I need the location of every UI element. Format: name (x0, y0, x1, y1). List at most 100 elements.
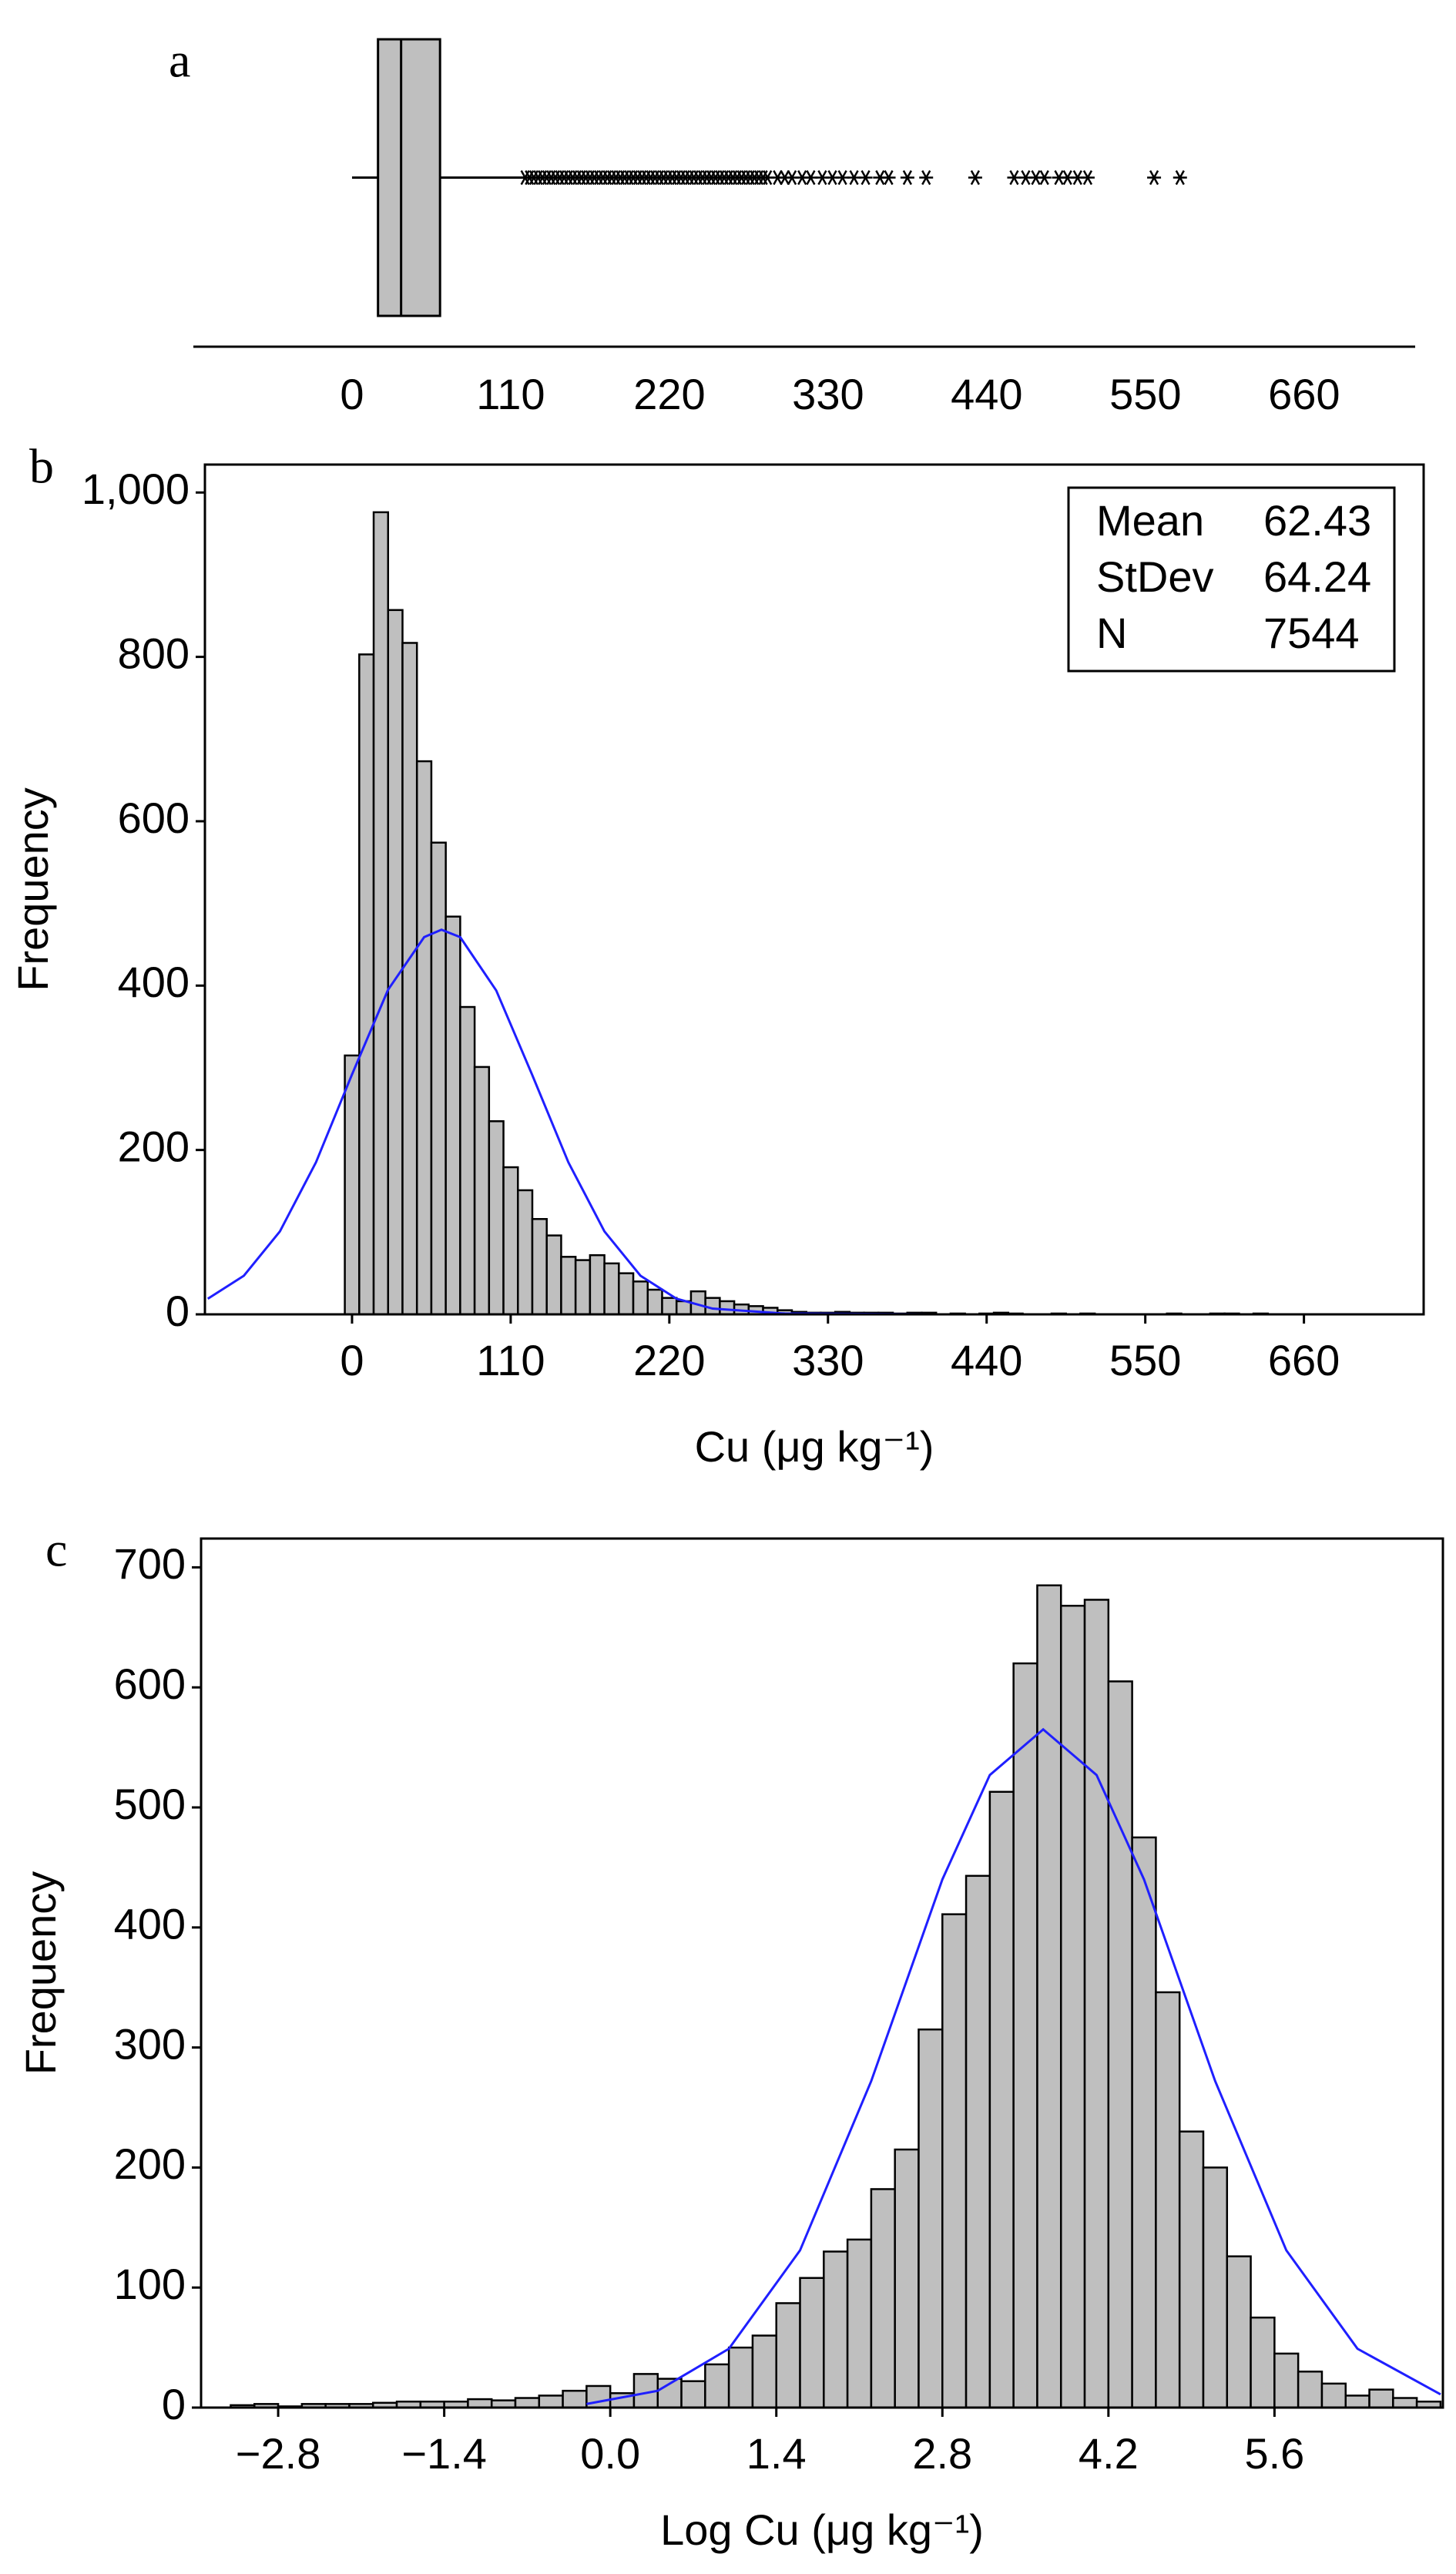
bar (1250, 2316, 1276, 2409)
bar (646, 1288, 663, 1316)
bar (1392, 2397, 1418, 2409)
bar (918, 2028, 944, 2409)
bar (560, 1256, 577, 1316)
x-tick-label: 1.4 (746, 2429, 807, 2478)
outlier (1080, 169, 1095, 186)
x-tick-label: 330 (792, 1336, 864, 1384)
outlier (881, 169, 896, 186)
normal-curve (206, 928, 1424, 1316)
x-tick-label: 440 (951, 370, 1022, 418)
bar (680, 2380, 706, 2409)
panel-label: a (169, 33, 190, 88)
bar (1155, 1991, 1181, 2409)
stats-value: 62.43 (1263, 496, 1371, 545)
bar (1297, 2371, 1323, 2409)
stats-value: 7544 (1263, 609, 1360, 657)
bar (1273, 2352, 1300, 2409)
y-tick-label: 600 (118, 794, 190, 842)
bar (751, 2334, 777, 2409)
bar (1226, 2255, 1252, 2409)
x-tick-label: −1.4 (401, 2429, 487, 2478)
bar (1012, 1662, 1038, 2409)
bar (344, 1054, 361, 1316)
outlier (1173, 169, 1187, 186)
normal-curve (586, 1727, 1441, 2405)
bar (545, 1234, 562, 1316)
x-tick-label: −2.8 (236, 2429, 321, 2478)
bar (727, 2346, 754, 2409)
x-tick-label: 550 (1109, 1336, 1181, 1384)
plot-frame (200, 1537, 1444, 2409)
bar (574, 1259, 592, 1316)
bar (488, 1120, 505, 1316)
bar (965, 1874, 991, 2409)
outlier (1147, 169, 1162, 186)
x-tick-label: 330 (792, 370, 864, 418)
y-tick-label: 1,000 (82, 465, 190, 513)
bar (415, 760, 433, 1316)
bar (514, 2397, 541, 2409)
stats-label: N (1096, 609, 1127, 657)
y-tick-label: 500 (114, 1780, 186, 1828)
outlier (919, 169, 934, 186)
x-tick-label: 660 (1268, 370, 1340, 418)
bar (502, 1166, 519, 1316)
y-tick-label: 600 (114, 1660, 186, 1708)
y-tick-label: 100 (114, 2260, 186, 2308)
bar (445, 915, 461, 1316)
x-tick-label: 110 (476, 370, 545, 418)
bar (372, 511, 390, 1316)
bar (1107, 1680, 1133, 2409)
x-tick-label: 440 (951, 1336, 1022, 1384)
bar (1202, 2166, 1229, 2409)
x-axis-label: Log Cu (μg kg⁻¹) (660, 2505, 984, 2554)
x-tick-label: 0.0 (580, 2429, 640, 2478)
bar (589, 1253, 606, 1316)
stats-label: StDev (1096, 552, 1214, 601)
outlier (1037, 169, 1052, 186)
panel-label: b (29, 439, 54, 494)
bar (846, 2238, 873, 2409)
bar (1036, 1584, 1062, 2409)
bar (1131, 1836, 1157, 2409)
x-tick-label: 2.8 (912, 2429, 972, 2478)
y-tick-label: 0 (162, 2380, 186, 2428)
y-tick-label: 400 (118, 958, 190, 1006)
x-tick-label: 110 (476, 1336, 545, 1384)
x-tick-label: 220 (633, 1336, 705, 1384)
bar (473, 1066, 491, 1316)
bar (387, 609, 404, 1316)
bar (870, 2188, 896, 2409)
bar (1059, 1604, 1086, 2409)
bar (531, 1218, 548, 1316)
x-tick-label: 4.2 (1079, 2429, 1139, 2478)
bar (1344, 2394, 1370, 2409)
x-axis-label: Cu (μg kg⁻¹) (695, 1422, 934, 1471)
bar (603, 1262, 620, 1316)
bar (775, 2302, 801, 2409)
bar (1320, 2382, 1347, 2409)
x-tick-label: 0 (340, 370, 364, 418)
bar (941, 1913, 968, 2409)
bar (632, 1280, 649, 1316)
bar (467, 2398, 493, 2409)
stats-value: 64.24 (1263, 552, 1371, 601)
y-tick-label: 300 (114, 2019, 186, 2068)
y-tick-label: 700 (114, 1539, 186, 1588)
y-tick-label: 0 (166, 1287, 190, 1335)
bar (894, 2148, 920, 2409)
outlier (900, 169, 914, 186)
bar (430, 841, 447, 1316)
y-tick-label: 800 (118, 629, 190, 677)
y-axis-label: Frequency (8, 787, 57, 992)
bar (1083, 1599, 1110, 2409)
bar (799, 2277, 825, 2409)
plot-frame (203, 463, 1425, 1316)
bar (823, 2250, 849, 2409)
x-tick-label: 220 (633, 370, 705, 418)
x-tick-label: 0 (340, 1336, 364, 1384)
x-tick-label: 5.6 (1244, 2429, 1304, 2478)
bar (538, 2394, 564, 2409)
bar (988, 1790, 1015, 2409)
